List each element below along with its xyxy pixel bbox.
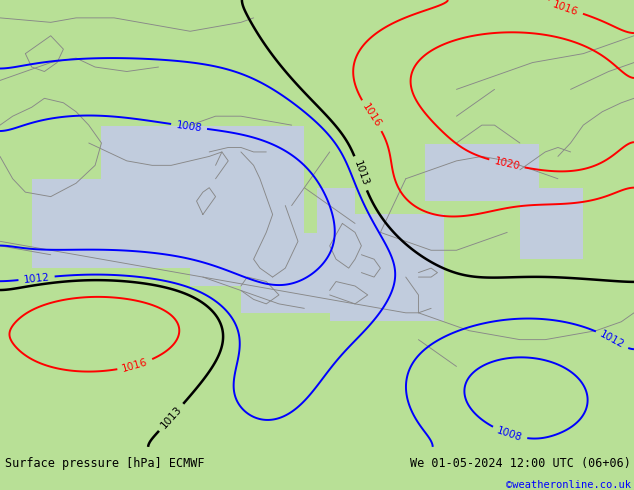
Text: 1008: 1008 [496,425,524,443]
Text: 1016: 1016 [121,357,149,374]
Text: Surface pressure [hPa] ECMWF: Surface pressure [hPa] ECMWF [5,457,205,470]
Text: 1020: 1020 [493,156,521,171]
Text: 1012: 1012 [598,329,626,350]
Text: We 01-05-2024 12:00 UTC (06+06): We 01-05-2024 12:00 UTC (06+06) [410,457,631,470]
Text: 1016: 1016 [361,102,383,129]
Text: 1016: 1016 [552,0,579,17]
Text: 1013: 1013 [351,159,370,188]
Text: 1013: 1013 [158,404,184,431]
Text: ©weatheronline.co.uk: ©weatheronline.co.uk [506,480,631,490]
Text: 1008: 1008 [176,120,203,133]
Text: 1012: 1012 [23,272,50,285]
